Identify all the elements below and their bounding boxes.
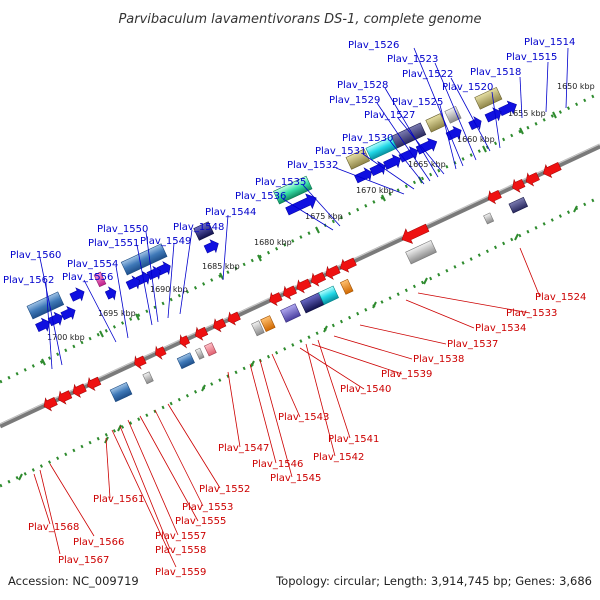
forward-features [26, 86, 562, 412]
gene-label[interactable]: Plav_1542 [313, 452, 364, 463]
gene-label[interactable]: Plav_1555 [175, 516, 226, 527]
gene-block-plav1552 [204, 342, 217, 357]
accession-text: Accession: NC_009719 [8, 574, 139, 588]
reverse-leader-lines [33, 247, 541, 568]
tick-label: 1650 kbp [557, 82, 595, 91]
gene-label[interactable]: Plav_1530 [342, 133, 393, 144]
gene-label[interactable]: Plav_1552 [199, 484, 250, 495]
gene-label[interactable]: Plav_1560 [10, 250, 61, 261]
gene-block-plav1544 [193, 221, 215, 241]
gene-label[interactable]: Plav_1551 [88, 238, 139, 249]
gene-block-plav1518 [444, 105, 462, 124]
gene-label[interactable]: Plav_1522 [402, 69, 453, 80]
gene-label[interactable]: Plav_1549 [140, 236, 191, 247]
tick-label: 1670 kbp [356, 186, 394, 195]
gene-label[interactable]: Plav_1533 [506, 308, 557, 319]
tick-label: 1685 kbp [202, 262, 240, 271]
gene-block-plav1541 [318, 285, 339, 305]
gene-label[interactable]: Plav_1529 [329, 95, 380, 106]
tick-label: 1700 kbp [47, 333, 85, 342]
gene-label[interactable]: Plav_1514 [524, 37, 575, 48]
gene-label[interactable]: Plav_1518 [470, 67, 521, 78]
gene-label[interactable]: Plav_1537 [447, 339, 498, 350]
reverse-gene-arrows [43, 162, 562, 412]
forward-gene-arrows [35, 100, 517, 332]
gene-block-plav1515 [474, 86, 503, 110]
gene-block-plav1524 [508, 196, 529, 214]
gene-label[interactable]: Plav_1545 [270, 473, 321, 484]
gene-label[interactable]: Plav_1544 [205, 207, 256, 218]
gene-block-plav1534 [405, 239, 437, 265]
gene-block-plav1545 [260, 315, 276, 332]
gene-label[interactable]: Plav_1526 [348, 40, 399, 51]
gene-label[interactable]: Plav_1553 [182, 502, 233, 513]
gene-label[interactable]: Plav_1557 [155, 531, 206, 542]
gene-block-plav1556 [93, 271, 107, 288]
gene-label[interactable]: Plav_1536 [235, 191, 286, 202]
gene-label[interactable]: Plav_1559 [155, 567, 206, 578]
gene-label[interactable]: Plav_1532 [287, 160, 338, 171]
gene-block-plav1549 [120, 243, 168, 276]
tick-label: 1665 kbp [408, 160, 446, 169]
gene-label[interactable]: Plav_1538 [413, 354, 464, 365]
gene-label[interactable]: Plav_1562 [3, 275, 54, 286]
gene-label[interactable]: Plav_1561 [93, 494, 144, 505]
gene-label[interactable]: Plav_1547 [218, 443, 269, 454]
genome-summary-text: Topology: circular; Length: 3,914,745 bp… [275, 574, 592, 588]
gene-label[interactable]: Plav_1520 [442, 82, 493, 93]
gene-label[interactable]: Plav_1539 [381, 369, 432, 380]
gene-label[interactable]: Plav_1543 [278, 412, 329, 423]
gene-label[interactable]: Plav_1566 [73, 537, 124, 548]
gene-label[interactable]: Plav_1568 [28, 522, 79, 533]
gene-block-plav1533 [483, 212, 495, 225]
gene-label[interactable]: Plav_1524 [535, 292, 586, 303]
gene-block-plav1522 [390, 122, 427, 149]
reverse-gene-labels: Plav_1524 Plav_1533 Plav_1534 Plav_1537 … [28, 292, 586, 578]
gene-label[interactable]: Plav_1523 [387, 54, 438, 65]
gene-label[interactable]: Plav_1527 [364, 110, 415, 121]
gene-label[interactable]: Plav_1540 [340, 384, 391, 395]
gene-block-plav1553 [194, 347, 205, 360]
tick-label: 1680 kbp [254, 238, 292, 247]
kbp-tick-labels: 1650 kbp 1655 kbp 1660 kbp 1665 kbp 1670… [47, 82, 595, 342]
gene-label[interactable]: Plav_1546 [252, 459, 303, 470]
gene-label[interactable]: Plav_1554 [67, 259, 118, 270]
gene-block-plav1546 [251, 320, 265, 337]
gene-block-plav1567 [109, 381, 133, 403]
forward-gene-labels: Plav_1514 Plav_1515 Plav_1518 Plav_1520 … [3, 37, 575, 286]
gene-label[interactable]: Plav_1550 [97, 224, 148, 235]
gene-block-plav1555 [176, 352, 195, 370]
tick-label: 1675 kbp [305, 212, 343, 221]
gene-label[interactable]: Plav_1531 [315, 146, 366, 157]
forward-leader-lines [39, 47, 569, 370]
gene-label[interactable]: Plav_1515 [506, 52, 557, 63]
gene-block-plav1543 [280, 303, 301, 323]
gene-block-plav1535 [273, 175, 313, 205]
gene-label[interactable]: Plav_1567 [58, 555, 109, 566]
gene-label[interactable]: Plav_1556 [62, 272, 113, 283]
tick-label: 1655 kbp [508, 109, 546, 118]
gene-label[interactable]: Plav_1548 [173, 222, 224, 233]
gene-label[interactable]: Plav_1558 [155, 545, 206, 556]
gene-label[interactable]: Plav_1535 [255, 177, 306, 188]
tick-label: 1695 kbp [98, 309, 136, 318]
gene-label[interactable]: Plav_1541 [328, 434, 379, 445]
tick-label: 1660 kbp [457, 135, 495, 144]
gene-block-plav1520 [425, 113, 447, 133]
gene-label[interactable]: Plav_1525 [392, 97, 443, 108]
gene-block-plav1538 [339, 278, 354, 295]
tick-label: 1690 kbp [150, 285, 188, 294]
gene-block-plav1525 [365, 135, 398, 161]
map-title: Parvibaculum lavamentivorans DS-1, compl… [118, 12, 481, 27]
gene-label[interactable]: Plav_1528 [337, 80, 388, 91]
gene-label[interactable]: Plav_1534 [475, 323, 526, 334]
gene-block-plav1561 [142, 371, 154, 385]
